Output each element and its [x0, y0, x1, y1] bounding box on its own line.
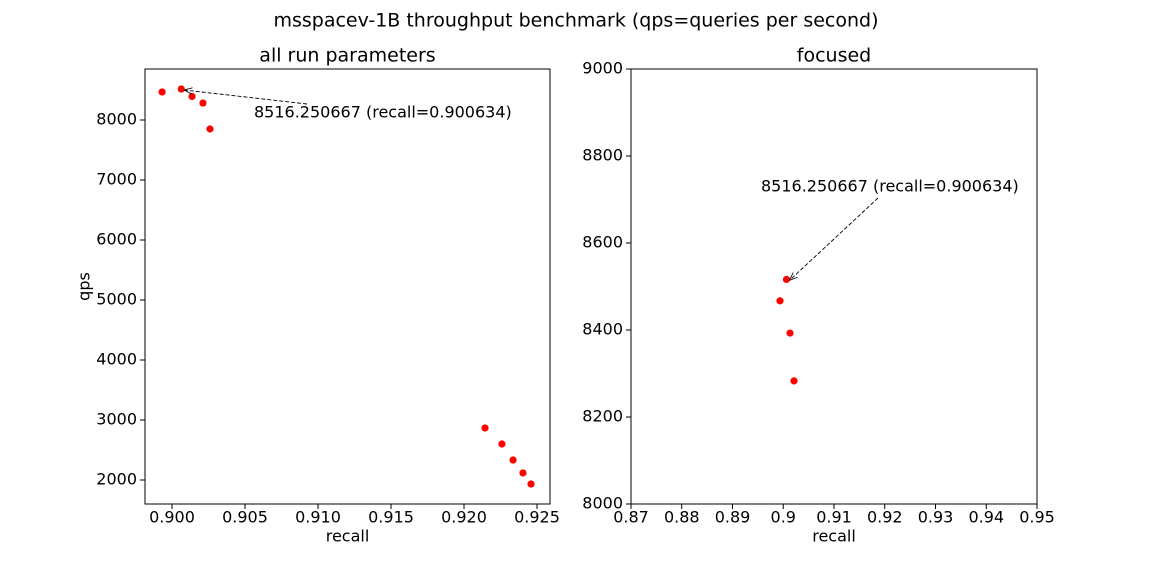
- y-tick-label: 8600: [582, 233, 623, 252]
- x-tick-label: 0.93: [918, 508, 954, 527]
- chart-title: all run parameters: [259, 45, 435, 67]
- y-tick-label: 2000: [96, 470, 137, 489]
- x-tick-label: 0.905: [222, 508, 268, 527]
- annotation-text: 8516.250667 (recall=0.900634): [254, 103, 512, 122]
- x-tick-label: 0.95: [1019, 508, 1055, 527]
- y-tick-label: 8200: [582, 407, 623, 426]
- annotation-arrow: [789, 197, 879, 280]
- chart-title: focused: [797, 45, 871, 67]
- figure-title: msspacev-1B throughput benchmark (qps=qu…: [273, 10, 878, 32]
- x-tick-label: 0.88: [664, 508, 700, 527]
- point: [498, 440, 506, 448]
- y-tick-label: 6000: [96, 230, 137, 249]
- y-axis-label: qps: [75, 272, 94, 301]
- point: [509, 456, 517, 464]
- y-tick-label: 8000: [96, 110, 137, 129]
- x-tick-label: 0.94: [968, 508, 1004, 527]
- x-axis-label: recall: [812, 527, 856, 546]
- point: [782, 275, 791, 284]
- y-tick-label: 4000: [96, 350, 137, 369]
- x-tick-label: 0.925: [514, 508, 560, 527]
- x-tick-label: 0.900: [149, 508, 195, 527]
- x-axis-label: recall: [326, 527, 370, 546]
- point: [206, 125, 214, 133]
- y-tick-label: 8400: [582, 320, 623, 339]
- y-tick-label: 8000: [582, 494, 623, 513]
- point: [790, 377, 798, 385]
- x-tick-label: 0.910: [295, 508, 341, 527]
- point: [527, 480, 535, 488]
- point: [481, 424, 489, 432]
- point: [177, 85, 185, 93]
- x-tick-label: 0.920: [441, 508, 487, 527]
- point: [188, 92, 196, 101]
- y-tick-label: 7000: [96, 170, 137, 189]
- annotation-arrow: [184, 90, 308, 105]
- y-tick-label: 8800: [582, 146, 623, 165]
- y-tick-label: 9000: [582, 59, 623, 78]
- x-tick-label: 0.915: [368, 508, 414, 527]
- plot-area: [144, 68, 551, 505]
- point: [519, 469, 527, 477]
- x-tick-label: 0.87: [613, 508, 649, 527]
- x-tick-label: 0.89: [715, 508, 751, 527]
- y-tick-label: 5000: [96, 290, 137, 309]
- x-tick-label: 0.9: [771, 508, 796, 527]
- point: [776, 297, 784, 305]
- annotation-text: 8516.250667 (recall=0.900634): [761, 177, 1019, 196]
- y-tick-label: 3000: [96, 410, 137, 429]
- point: [158, 88, 166, 96]
- x-tick-label: 0.92: [867, 508, 903, 527]
- x-tick-label: 0.91: [816, 508, 852, 527]
- point: [786, 329, 794, 337]
- point: [199, 99, 207, 107]
